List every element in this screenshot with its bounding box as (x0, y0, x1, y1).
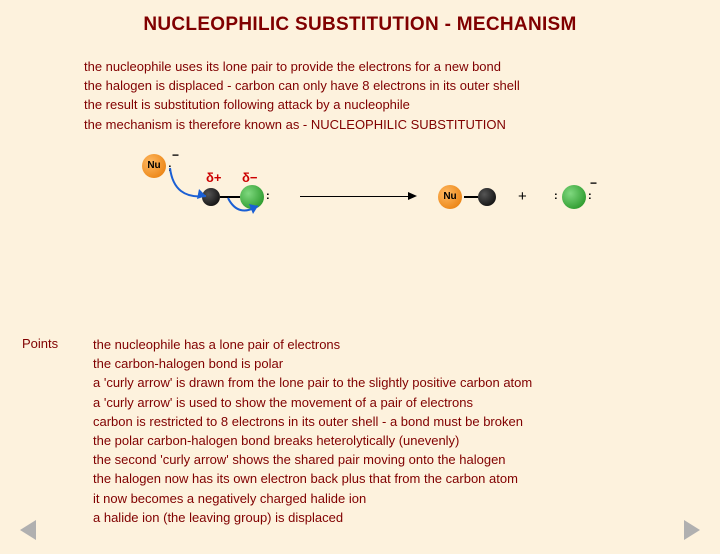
points-block: the nucleophile has a lone pair of elect… (93, 336, 532, 528)
nucleophile-icon: Nu (142, 154, 166, 178)
points-heading: Points (22, 336, 58, 351)
intro-line: the nucleophile uses its lone pair to pr… (84, 58, 720, 76)
bond-line (464, 196, 478, 198)
points-line: it now becomes a negatively charged hali… (93, 490, 532, 508)
points-line: the second 'curly arrow' shows the share… (93, 451, 532, 469)
points-line: the halogen now has its own electron bac… (93, 470, 532, 488)
plus-icon: + (518, 188, 527, 205)
page-title: NUCLEOPHILIC SUBSTITUTION - MECHANISM (0, 14, 720, 36)
mechanism-diagram: Nu : − : δ+ δ− Nu + : : − (110, 152, 640, 226)
lone-pair-dots: : (554, 190, 557, 202)
points-line: a halide ion (the leaving group) is disp… (93, 509, 532, 527)
nucleophile-icon: Nu (438, 185, 462, 209)
intro-line: the halogen is displaced - carbon can on… (84, 77, 720, 95)
points-line: the nucleophile has a lone pair of elect… (93, 336, 532, 354)
arrow-head-icon (408, 192, 417, 200)
halide-icon (562, 185, 586, 209)
points-line: carbon is restricted to 8 electrons in i… (93, 413, 532, 431)
prev-button[interactable] (20, 520, 36, 540)
next-button[interactable] (684, 520, 700, 540)
points-line: a 'curly arrow' is drawn from the lone p… (93, 374, 532, 392)
points-line: a 'curly arrow' is used to show the move… (93, 394, 532, 412)
minus-icon: − (590, 176, 597, 190)
points-line: the polar carbon-halogen bond breaks het… (93, 432, 532, 450)
intro-block: the nucleophile uses its lone pair to pr… (84, 58, 720, 134)
carbon-icon (478, 188, 496, 206)
intro-line: the result is substitution following att… (84, 96, 720, 114)
curly-arrow-icon (164, 158, 224, 202)
reaction-arrow (300, 196, 410, 198)
lone-pair-dots: : (588, 190, 591, 202)
points-line: the carbon-halogen bond is polar (93, 355, 532, 373)
curly-arrow-icon (220, 192, 270, 222)
intro-line: the mechanism is therefore known as - NU… (84, 116, 720, 134)
delta-minus-icon: δ− (242, 170, 257, 185)
